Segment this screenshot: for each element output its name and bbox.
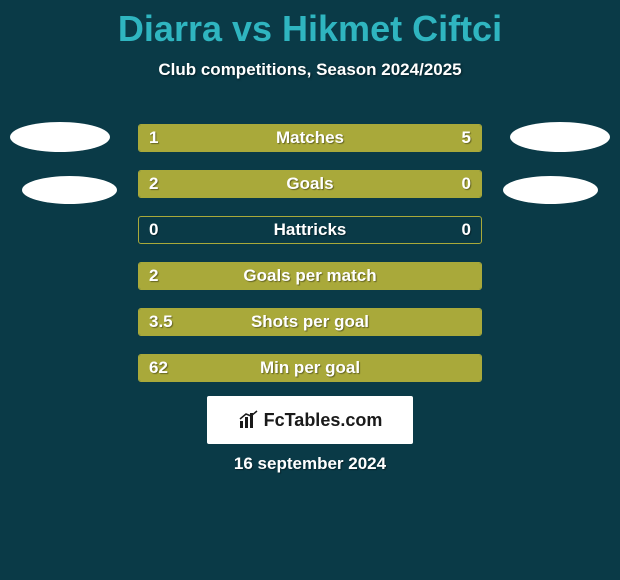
stat-value-left: 3.5 xyxy=(149,312,173,332)
stat-value-left: 0 xyxy=(149,220,158,240)
stat-row: Matches1 5 xyxy=(138,124,482,152)
stat-row: Goals2 0 xyxy=(138,170,482,198)
player2-team-placeholder xyxy=(503,176,598,204)
stat-value-left: 1 xyxy=(149,128,158,148)
stat-value-right: 5 xyxy=(462,128,471,148)
stat-value-left: 2 xyxy=(149,174,158,194)
stat-row: Min per goal62 xyxy=(138,354,482,382)
chart-icon xyxy=(238,409,260,431)
stat-label: Shots per goal xyxy=(139,312,481,332)
stat-value-left: 2 xyxy=(149,266,158,286)
page-title: Diarra vs Hikmet Ciftci xyxy=(0,0,620,50)
logo-text: FcTables.com xyxy=(264,410,383,431)
player1-team-placeholder xyxy=(22,176,117,204)
stat-row: Shots per goal3.5 xyxy=(138,308,482,336)
player1-avatar-placeholder xyxy=(10,122,110,152)
stat-row: Hattricks0 0 xyxy=(138,216,482,244)
stat-label: Goals per match xyxy=(139,266,481,286)
stat-value-right: 0 xyxy=(462,220,471,240)
player2-avatar-placeholder xyxy=(510,122,610,152)
stat-label: Goals xyxy=(139,174,481,194)
stat-row: Goals per match2 xyxy=(138,262,482,290)
comparison-bars: Matches15Goals20Hattricks00Goals per mat… xyxy=(138,124,482,400)
stat-value-left: 62 xyxy=(149,358,168,378)
date-text: 16 september 2024 xyxy=(0,454,620,474)
stat-label: Min per goal xyxy=(139,358,481,378)
stat-label: Matches xyxy=(139,128,481,148)
fctables-logo[interactable]: FcTables.com xyxy=(207,396,413,444)
stat-label: Hattricks xyxy=(139,220,481,240)
subtitle: Club competitions, Season 2024/2025 xyxy=(0,60,620,80)
stat-value-right: 0 xyxy=(462,174,471,194)
